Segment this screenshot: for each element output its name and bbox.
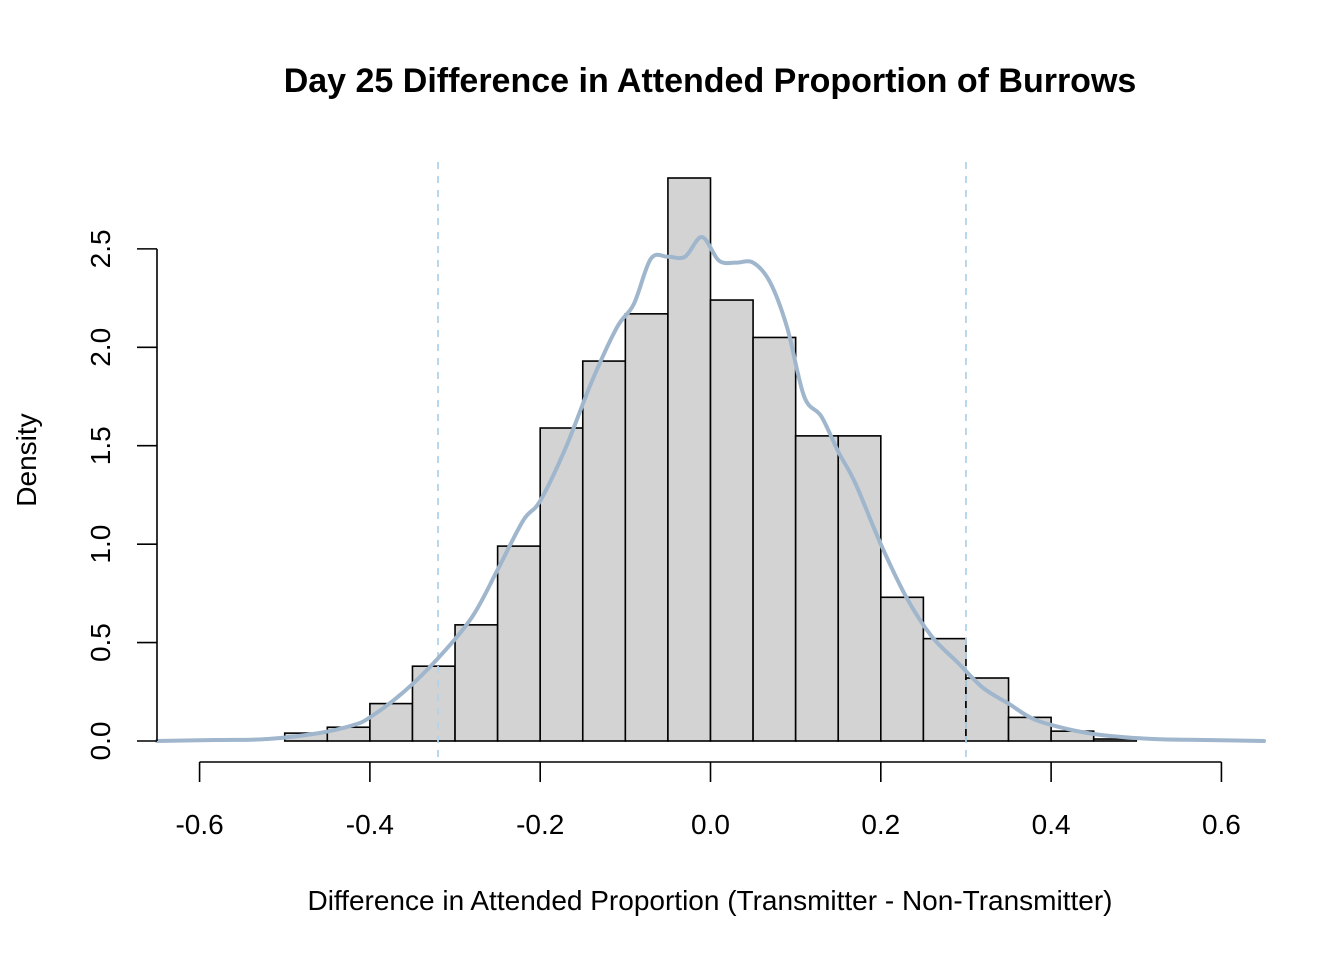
histogram-bar [965,677,1010,742]
x-axis-label: Difference in Attended Proportion (Trans… [307,885,1112,916]
x-tick-label: 0.0 [691,809,730,840]
x-tick-label: 0.2 [861,809,900,840]
histogram-bar [539,427,584,742]
histogram-bar [624,313,669,742]
y-tick-label: 1.5 [85,426,116,465]
histogram-bar [667,177,712,742]
density-curve [155,235,1266,743]
histogram-bar [709,299,754,742]
x-tick-label: 0.6 [1202,809,1241,840]
y-tick-label: 0.0 [85,722,116,761]
reference-lines [437,162,967,762]
histogram-bars [283,177,1138,742]
histogram-bar [794,435,840,742]
y-tick-label: 2.5 [85,229,116,268]
x-axis: -0.6 -0.4 -0.2 0.0 0.2 0.4 0.6 [175,761,1241,840]
y-axis: 0.0 0.5 1.0 1.5 2.0 2.5 [85,229,158,761]
histogram-bar [837,435,882,742]
y-axis-label: Density [11,413,42,506]
y-tick-label: 1.0 [85,525,116,564]
x-tick-label: -0.4 [346,809,394,840]
histogram-bar [581,360,627,742]
histogram-bar [496,545,541,742]
x-tick-label: -0.2 [516,809,564,840]
chart-title: Day 25 Difference in Attended Proportion… [284,62,1137,100]
histogram-bar [454,624,499,742]
histogram-bar [922,637,967,742]
x-tick-label: -0.6 [175,809,223,840]
y-tick-label: 2.0 [85,328,116,367]
y-tick-label: 0.5 [85,623,116,662]
histogram-bar [369,702,414,742]
histogram-bar [1007,716,1052,742]
x-tick-label: 0.4 [1032,809,1071,840]
histogram-bar [752,336,797,742]
